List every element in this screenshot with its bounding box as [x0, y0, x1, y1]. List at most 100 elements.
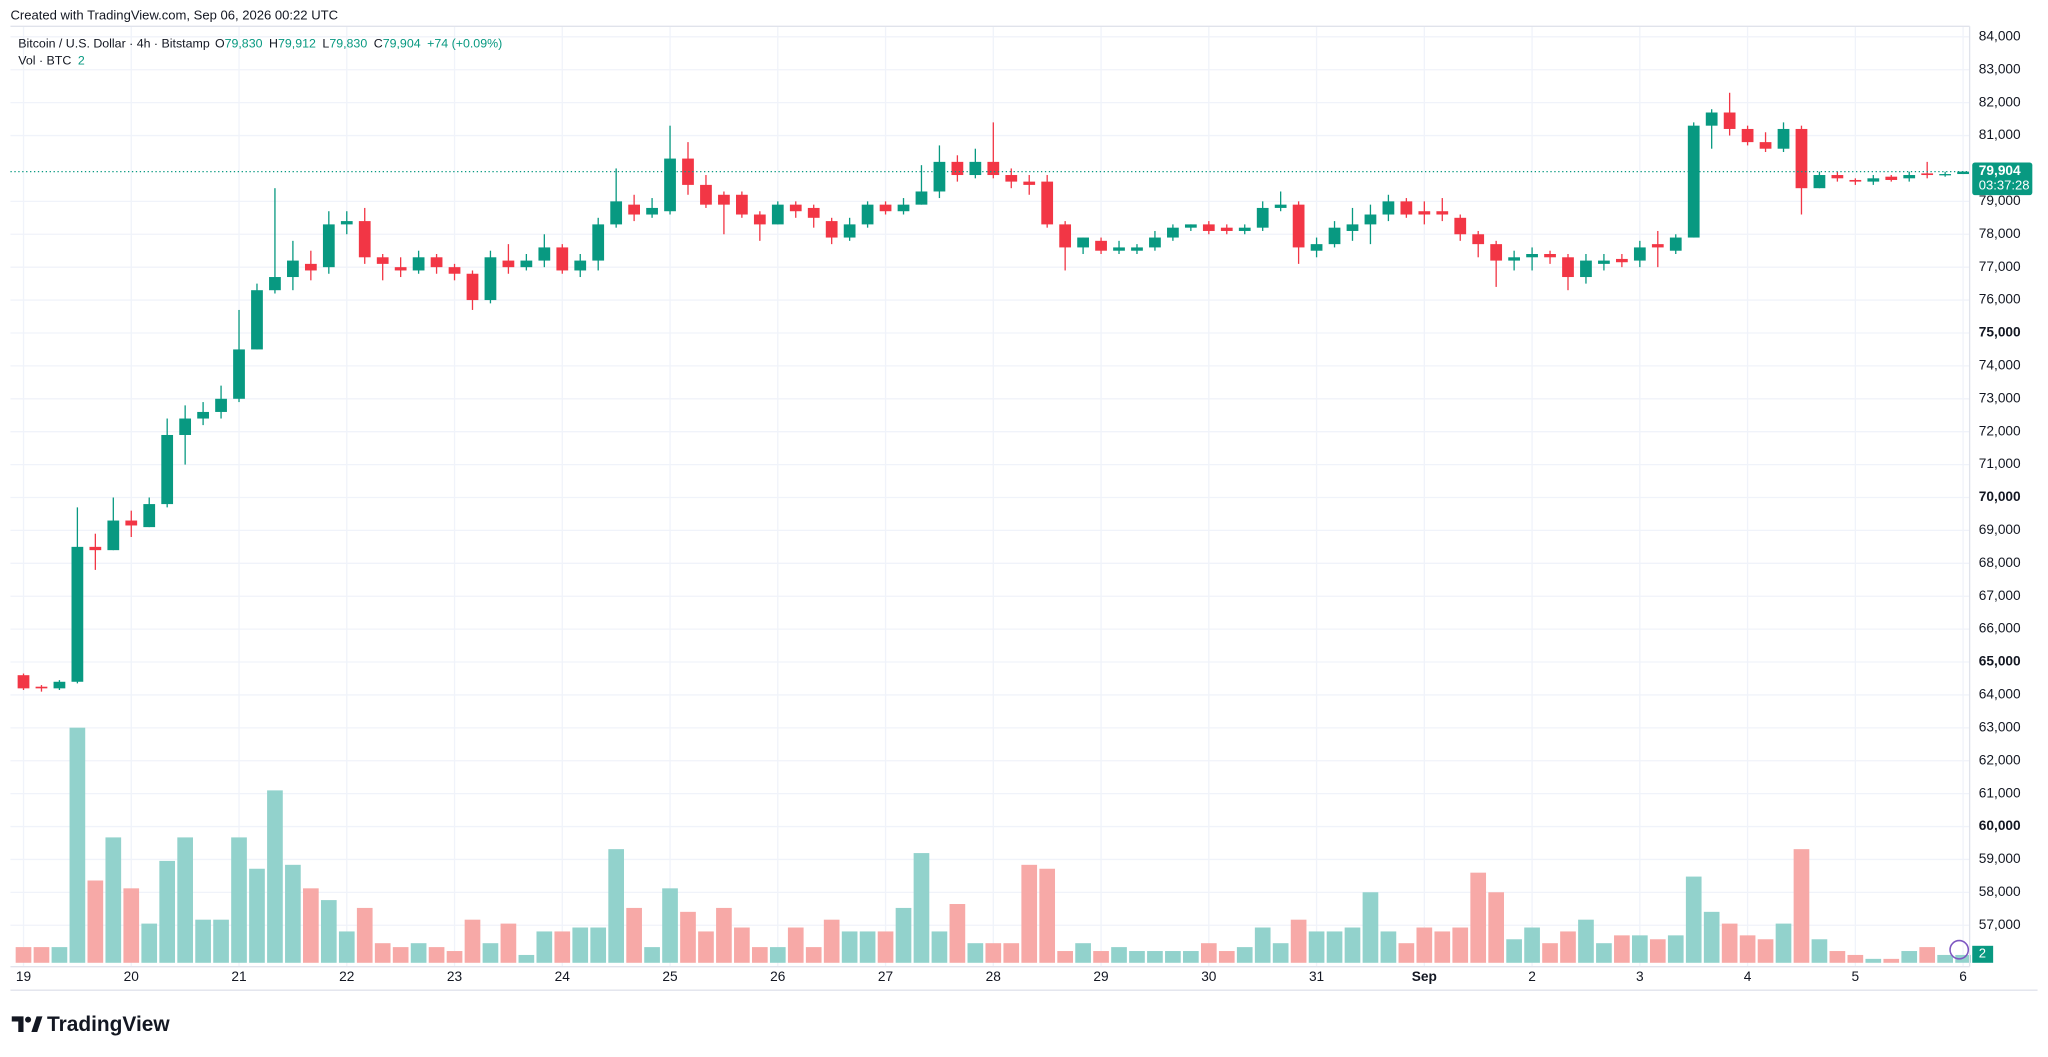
candle-body	[322, 224, 335, 268]
volume-bar	[87, 880, 104, 963]
candle-body	[1939, 174, 1952, 176]
candle-body	[1633, 247, 1646, 261]
y-tick-label: 60,000	[1979, 818, 2021, 833]
candle-body	[556, 247, 569, 271]
candle-body	[825, 221, 838, 238]
candle-body	[592, 224, 605, 261]
volume-bar	[1955, 954, 1971, 963]
volume-bar	[680, 911, 696, 963]
logo-text: TradingView	[47, 1013, 170, 1036]
volume-bar	[446, 951, 463, 963]
volume-bar	[1003, 943, 1020, 963]
volume-bar	[877, 931, 894, 963]
y-tick-label: 77,000	[1979, 259, 2021, 274]
y-tick-label: 62,000	[1979, 752, 2021, 767]
volume-bar	[51, 947, 68, 963]
candle-body	[1023, 181, 1036, 185]
y-tick-label: 64,000	[1979, 687, 2021, 702]
x-tick-label: 22	[339, 969, 354, 984]
candle-body	[1418, 211, 1431, 215]
candle-body	[1059, 224, 1072, 248]
x-tick-label: 25	[662, 969, 678, 984]
x-tick-label: 20	[124, 969, 140, 984]
volume-bar	[1200, 943, 1217, 963]
volume-bar	[1344, 927, 1361, 963]
volume-bar	[1793, 849, 1810, 963]
credit: Created with TradingView.com, Sep 06, 20…	[10, 7, 338, 22]
x-tick-label: 3	[1636, 969, 1644, 984]
candle-body	[1795, 128, 1808, 189]
volume-bar	[1165, 951, 1181, 963]
candle-body	[1741, 128, 1754, 143]
candle-body	[987, 161, 1000, 176]
y-tick-label: 57,000	[1979, 917, 2021, 932]
candle-body	[1256, 207, 1269, 228]
volume-bar	[141, 923, 158, 963]
volume-bar	[1703, 911, 1720, 963]
volume-bar	[1218, 951, 1235, 963]
candle-body	[125, 520, 138, 526]
volume-bar	[392, 947, 409, 963]
candle-body	[1562, 257, 1574, 278]
candle-body	[394, 267, 407, 271]
candle-body	[682, 158, 694, 185]
volume-bar	[841, 931, 858, 963]
volume-bar	[1272, 943, 1289, 963]
volume-bar	[1542, 943, 1558, 963]
volume-bar	[213, 919, 229, 963]
candle-body	[1041, 181, 1054, 225]
volume-bar	[356, 907, 373, 963]
y-tick-label: 61,000	[1979, 785, 2021, 800]
volume-bar	[1560, 931, 1576, 963]
candle-body	[1598, 260, 1610, 264]
price-badge	[1972, 162, 2033, 196]
candle-body	[771, 204, 784, 225]
volume-bar	[1596, 943, 1612, 963]
volume-bar	[913, 853, 930, 963]
candle-body	[718, 194, 730, 205]
logo-icon	[11, 1016, 24, 1033]
volume-bar	[15, 947, 32, 963]
volume-title: Vol · BTC	[18, 54, 71, 68]
volume-bar	[1111, 947, 1127, 963]
volume-bar	[303, 888, 319, 963]
candle-body	[897, 204, 910, 212]
volume-bar	[1398, 943, 1415, 963]
candle-body	[1885, 176, 1898, 180]
candle-body	[161, 434, 174, 505]
x-tick-label: 31	[1309, 969, 1324, 984]
candle-body	[304, 263, 317, 271]
candle-body	[1131, 247, 1143, 251]
x-tick-label: 19	[16, 969, 31, 984]
volume-bar	[1093, 951, 1109, 963]
candle-body	[502, 260, 515, 268]
candle-body	[1364, 214, 1377, 225]
volume-bar	[1129, 951, 1145, 963]
volume-bar	[123, 888, 140, 963]
candle-body	[1184, 224, 1197, 228]
volume-bar	[644, 947, 660, 963]
candle-body	[1472, 234, 1485, 245]
candle-body	[1113, 247, 1125, 251]
volume-bar	[1470, 872, 1487, 963]
y-tick-label: 65,000	[1979, 654, 2021, 669]
volume-bar	[823, 919, 840, 963]
candle-body	[1544, 254, 1556, 258]
volume-bar	[895, 907, 912, 963]
candle-body	[466, 273, 479, 301]
y-tick-label: 73,000	[1979, 390, 2021, 405]
x-tick-label: 26	[770, 969, 786, 984]
y-tick-label: 71,000	[1979, 456, 2021, 471]
volume-bar	[1865, 958, 1882, 963]
y-tick-label: 70,000	[1979, 489, 2021, 504]
candle-body	[879, 204, 892, 212]
x-tick-label: 2	[1528, 969, 1536, 984]
x-tick-label: Sep	[1412, 969, 1437, 984]
volume-bar	[1775, 923, 1792, 963]
volume-layer	[15, 727, 1971, 963]
volume-bar	[177, 837, 193, 963]
candle-body	[1202, 224, 1215, 231]
x-tick-label: 28	[986, 969, 1002, 984]
legend: Bitcoin / U.S. Dollar · 4h · Bitstamp O79…	[18, 37, 502, 51]
candle-body	[753, 214, 766, 225]
